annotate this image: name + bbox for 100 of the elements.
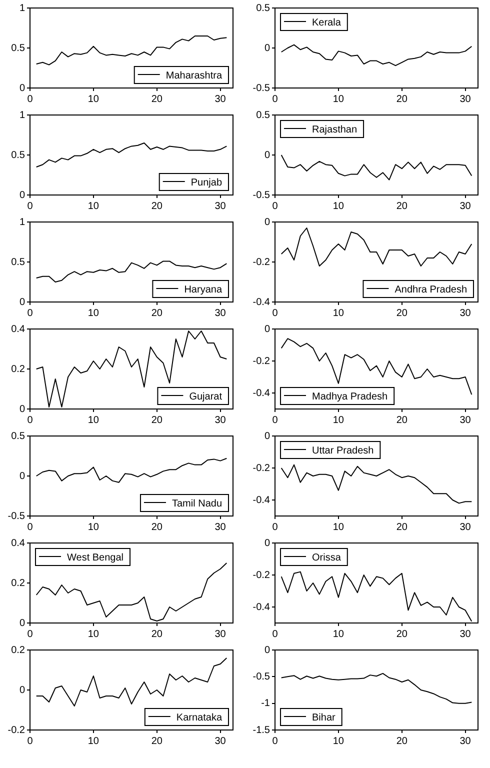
y-tick-label: 0 <box>19 190 26 201</box>
y-tick-label: 0 <box>264 538 270 549</box>
y-tick-label: 0.2 <box>11 578 26 589</box>
legend-label: Rajasthan <box>312 124 358 136</box>
y-tick-label: 0 <box>19 404 26 415</box>
y-tick-label: 0.5 <box>256 2 270 14</box>
x-tick-label: 30 <box>214 308 226 319</box>
y-tick-label: -0.5 <box>8 510 26 522</box>
x-tick-label: 30 <box>214 522 226 533</box>
legend-label: Madhya Pradesh <box>312 391 388 402</box>
y-tick-label: 0.4 <box>11 324 26 335</box>
y-tick-label: 0 <box>264 430 270 442</box>
x-tick-label: 20 <box>151 308 163 319</box>
x-tick-label: 0 <box>27 736 34 747</box>
y-tick-label: -0.5 <box>252 671 270 682</box>
x-tick-label: 10 <box>88 628 100 640</box>
x-tick-label: 30 <box>460 308 472 319</box>
x-tick-label: 0 <box>272 414 278 426</box>
y-tick-label: -1 <box>261 698 270 710</box>
y-tick-label: 0.5 <box>11 256 26 268</box>
legend-label: West Bengal <box>67 552 124 564</box>
y-tick-label: 0.5 <box>256 110 270 121</box>
y-tick-label: 0 <box>264 644 270 656</box>
x-tick-label: 20 <box>151 200 163 212</box>
x-tick-label: 10 <box>332 628 344 640</box>
x-tick-label: 10 <box>88 736 100 747</box>
legend-label: Uttar Pradesh <box>312 445 374 456</box>
x-tick-label: 20 <box>151 522 163 533</box>
x-tick-label: 0 <box>27 522 34 533</box>
x-tick-label: 10 <box>88 522 100 533</box>
x-tick-label: 20 <box>151 628 163 640</box>
y-tick-label: -1.5 <box>252 724 270 736</box>
x-tick-label: 30 <box>460 736 472 747</box>
y-tick-label: 0.4 <box>11 538 26 549</box>
y-tick-label: -0.5 <box>252 190 270 201</box>
y-tick-label: 0.2 <box>11 364 26 375</box>
x-tick-label: 0 <box>272 736 278 747</box>
legend-label: Orissa <box>312 552 342 564</box>
x-tick-label: 30 <box>460 94 472 105</box>
legend-label: Maharashtra <box>166 70 222 82</box>
y-tick-label: 0.2 <box>11 644 26 656</box>
x-tick-label: 10 <box>332 736 344 747</box>
x-tick-label: 10 <box>88 308 100 319</box>
x-tick-label: 30 <box>214 94 226 105</box>
y-tick-label: 0.5 <box>11 430 26 442</box>
y-tick-label: -0.4 <box>252 602 270 613</box>
x-tick-label: 10 <box>88 200 100 212</box>
y-tick-label: 1 <box>19 216 26 228</box>
x-tick-label: 0 <box>27 628 34 640</box>
x-tick-label: 10 <box>332 200 344 212</box>
legend-label: Kerala <box>312 17 342 28</box>
legend-label: Punjab <box>190 177 222 188</box>
y-tick-label: 0 <box>19 296 26 308</box>
x-tick-label: 20 <box>396 522 408 533</box>
y-tick-label: 0 <box>264 216 270 228</box>
x-tick-label: 30 <box>460 414 472 426</box>
x-tick-label: 30 <box>214 414 226 426</box>
legend-label: Haryana <box>184 284 222 296</box>
legend-label: Bihar <box>312 712 336 724</box>
legend-label: Gujarat <box>189 391 222 402</box>
y-tick-label: -0.4 <box>252 296 270 308</box>
x-tick-label: 30 <box>460 200 472 212</box>
legend-label: Andhra Pradesh <box>394 284 468 296</box>
x-tick-label: 0 <box>272 200 278 212</box>
x-tick-label: 20 <box>396 414 408 426</box>
y-tick-label: 0 <box>19 618 26 629</box>
x-tick-label: 30 <box>214 736 226 747</box>
x-tick-label: 20 <box>396 308 408 319</box>
x-tick-label: 20 <box>151 736 163 747</box>
x-tick-label: 0 <box>27 94 34 105</box>
y-tick-label: -0.2 <box>252 462 270 474</box>
x-tick-label: 0 <box>27 200 34 212</box>
x-tick-label: 20 <box>396 200 408 212</box>
x-tick-label: 0 <box>272 522 278 533</box>
x-tick-label: 10 <box>88 94 100 105</box>
x-tick-label: 0 <box>272 94 278 105</box>
y-tick-label: 0 <box>19 470 26 482</box>
y-tick-label: 0 <box>264 42 270 54</box>
y-tick-label: 0.5 <box>11 42 26 54</box>
legend-label: Tamil Nadu <box>172 498 222 510</box>
y-tick-label: 1 <box>19 2 26 14</box>
y-tick-label: -0.2 <box>8 724 26 736</box>
y-tick-label: -0.2 <box>252 356 270 367</box>
y-tick-label: 0 <box>19 684 26 696</box>
y-tick-label: 0 <box>19 82 26 94</box>
y-tick-label: -0.2 <box>252 256 270 268</box>
y-tick-label: -0.4 <box>252 494 270 506</box>
x-tick-label: 20 <box>396 94 408 105</box>
x-tick-label: 0 <box>27 414 34 426</box>
y-tick-label: -0.2 <box>252 570 270 581</box>
y-tick-label: -0.5 <box>252 82 270 94</box>
legend-label: Karnataka <box>176 712 222 724</box>
y-tick-label: -0.4 <box>252 388 270 399</box>
x-tick-label: 20 <box>396 736 408 747</box>
x-tick-label: 30 <box>214 200 226 212</box>
x-tick-label: 30 <box>460 522 472 533</box>
x-tick-label: 30 <box>460 628 472 640</box>
x-tick-label: 30 <box>214 628 226 640</box>
x-tick-label: 0 <box>272 308 278 319</box>
x-tick-label: 10 <box>88 414 100 426</box>
